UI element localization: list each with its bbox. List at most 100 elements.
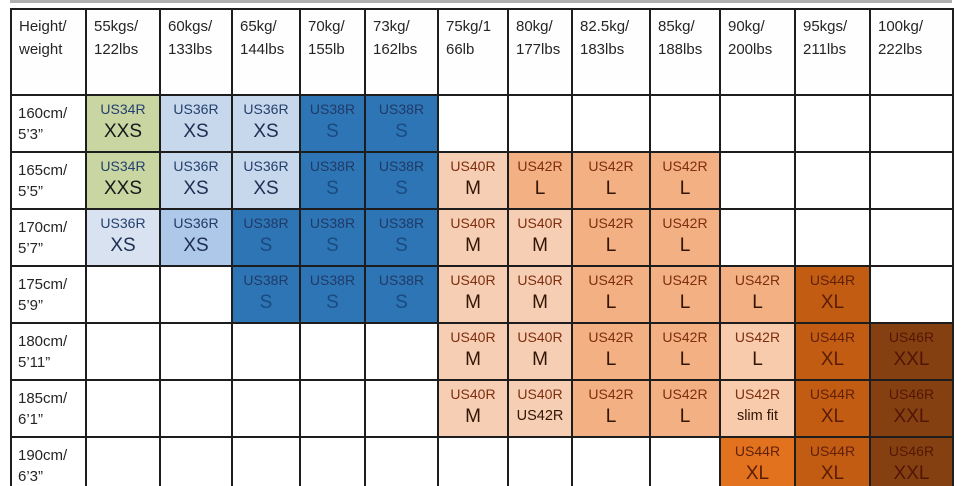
size-cell: US40R M bbox=[507, 208, 573, 267]
size-code: US36R bbox=[173, 101, 219, 117]
empty-cell bbox=[364, 379, 439, 438]
size-code: US42R bbox=[588, 386, 634, 402]
size-cell: US36R XS bbox=[231, 151, 301, 210]
size-label: S bbox=[326, 292, 339, 313]
size-code: US40R bbox=[450, 158, 496, 174]
size-code: US46R bbox=[888, 329, 935, 345]
table-row: 165cm/5’5” US34R XXS US36R XS US36R XS US38R S US… bbox=[10, 151, 954, 210]
size-label: XS bbox=[183, 121, 209, 142]
height-row-label: 175cm/5’9” bbox=[10, 265, 87, 324]
size-label: M bbox=[465, 406, 481, 427]
size-cell: US42R L bbox=[649, 322, 721, 381]
size-cell: US46R XXL bbox=[869, 379, 954, 438]
size-code: US42R bbox=[734, 386, 781, 402]
cropped-row-edge bbox=[10, 0, 952, 3]
height-row-label: 165cm/5’5” bbox=[10, 151, 87, 210]
size-cell: US38R S bbox=[231, 208, 301, 267]
size-code: US42R bbox=[662, 386, 708, 402]
table-row: 185cm/6’1” US40R M US40R US42R US42R L US42R L US… bbox=[10, 379, 954, 438]
size-code: US40R bbox=[450, 215, 496, 231]
empty-cell bbox=[231, 436, 301, 486]
size-code: US42R bbox=[662, 158, 708, 174]
size-cell: US44R XL bbox=[794, 379, 871, 438]
size-label: S bbox=[395, 235, 408, 256]
size-cell: US36R XS bbox=[231, 94, 301, 153]
size-cell: US42R L bbox=[649, 379, 721, 438]
weight-header-line1: 73kg/ bbox=[373, 18, 410, 35]
empty-cell bbox=[85, 379, 161, 438]
weight-col-header: 80kg/177lbs bbox=[507, 8, 573, 96]
weight-header-line2: 188lbs bbox=[658, 41, 703, 58]
size-code: US40R bbox=[517, 329, 563, 345]
size-code: US44R bbox=[734, 443, 781, 459]
empty-cell bbox=[571, 436, 651, 486]
size-label: M bbox=[465, 178, 481, 199]
size-code: US40R bbox=[450, 386, 496, 402]
size-code: US34R bbox=[100, 101, 146, 117]
size-code: US38R bbox=[378, 272, 425, 288]
table-body: 160cm/5’3” US34R XXS US36R XS US36R XS US38R S US… bbox=[10, 94, 954, 486]
size-label: XXS bbox=[103, 121, 143, 142]
size-label: XS bbox=[110, 235, 136, 256]
empty-cell bbox=[794, 94, 871, 153]
weight-col-header: 95kgs/211lbs bbox=[794, 8, 871, 96]
size-label: XL bbox=[820, 349, 845, 370]
size-cell: US44R XL bbox=[794, 265, 871, 324]
size-code: US42R bbox=[588, 329, 634, 345]
weight-header-line1: 70kg/ bbox=[308, 18, 345, 35]
empty-cell bbox=[649, 94, 721, 153]
height-row-label: 160cm/5’3” bbox=[10, 94, 87, 153]
weight-col-header: 55kgs/122lbs bbox=[85, 8, 161, 96]
empty-cell bbox=[299, 322, 366, 381]
size-cell: US40R M bbox=[437, 151, 509, 210]
table-row: 170cm/5’7” US36R XS US36R XS US38R S US38R S US38… bbox=[10, 208, 954, 267]
size-label: S bbox=[326, 235, 339, 256]
size-cell: US36R XS bbox=[159, 208, 233, 267]
size-code: US36R bbox=[243, 158, 289, 174]
size-cell: US38R S bbox=[364, 151, 439, 210]
weight-header-line2: 144lbs bbox=[240, 41, 285, 58]
size-label: XXL bbox=[893, 463, 930, 484]
corner-header-line2: weight bbox=[19, 41, 63, 58]
size-code: US38R bbox=[243, 272, 289, 288]
weight-header-line2: 162lbs bbox=[373, 41, 418, 58]
size-cell: US40R M bbox=[437, 379, 509, 438]
size-cell: US42R L bbox=[719, 322, 796, 381]
height-row-label: 180cm/5’11” bbox=[10, 322, 87, 381]
height-label-line2: 5’3” bbox=[18, 125, 44, 143]
empty-cell bbox=[719, 208, 796, 267]
size-label: S bbox=[326, 121, 339, 142]
size-cell: US42R L bbox=[571, 265, 651, 324]
size-cell: US42R L bbox=[649, 151, 721, 210]
size-cell: US38R S bbox=[364, 208, 439, 267]
weight-col-header: 100kg/222lbs bbox=[869, 8, 954, 96]
height-label-line1: 170cm/ bbox=[18, 218, 68, 236]
size-cell: US34R XXS bbox=[85, 94, 161, 153]
header-row: Height/weight 55kgs/122lbs 60kgs/133lbs 65k… bbox=[10, 8, 954, 96]
size-code: US40R bbox=[517, 215, 563, 231]
size-cell: US38R S bbox=[231, 265, 301, 324]
size-label: S bbox=[395, 121, 408, 142]
size-code: US34R bbox=[100, 158, 146, 174]
size-code: US42R bbox=[662, 329, 708, 345]
size-label: XS bbox=[253, 178, 279, 199]
size-code: US42R bbox=[662, 272, 708, 288]
size-code: US44R bbox=[809, 329, 856, 345]
height-label-line1: 180cm/ bbox=[18, 332, 68, 350]
table-row: 190cm/6’3” US44R XL US44R XL US46R XXL bbox=[10, 436, 954, 486]
weight-header-line1: 65kg/ bbox=[240, 18, 277, 35]
empty-cell bbox=[437, 436, 509, 486]
weight-header-line1: 90kg/ bbox=[728, 18, 765, 35]
size-label: L bbox=[679, 178, 691, 199]
empty-cell bbox=[159, 265, 233, 324]
height-label-line1: 185cm/ bbox=[18, 389, 68, 407]
size-code: US42R bbox=[588, 215, 634, 231]
size-label: XL bbox=[820, 406, 845, 427]
size-cell: US34R XXS bbox=[85, 151, 161, 210]
weight-header-line2: 200lbs bbox=[728, 41, 773, 58]
empty-cell bbox=[159, 436, 233, 486]
empty-cell bbox=[159, 379, 233, 438]
size-cell: US42R L bbox=[571, 208, 651, 267]
size-code: US44R bbox=[809, 272, 856, 288]
size-code: US42R bbox=[588, 158, 634, 174]
